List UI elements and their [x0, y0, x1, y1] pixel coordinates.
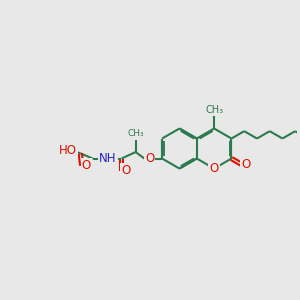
- Text: NH: NH: [99, 152, 117, 165]
- Text: HO: HO: [58, 144, 76, 157]
- Text: O: O: [145, 152, 154, 165]
- Text: O: O: [122, 164, 131, 177]
- Text: O: O: [209, 162, 219, 175]
- Text: O: O: [82, 159, 91, 172]
- Text: CH₃: CH₃: [205, 105, 223, 115]
- Text: CH₃: CH₃: [127, 129, 144, 138]
- Text: O: O: [242, 158, 250, 171]
